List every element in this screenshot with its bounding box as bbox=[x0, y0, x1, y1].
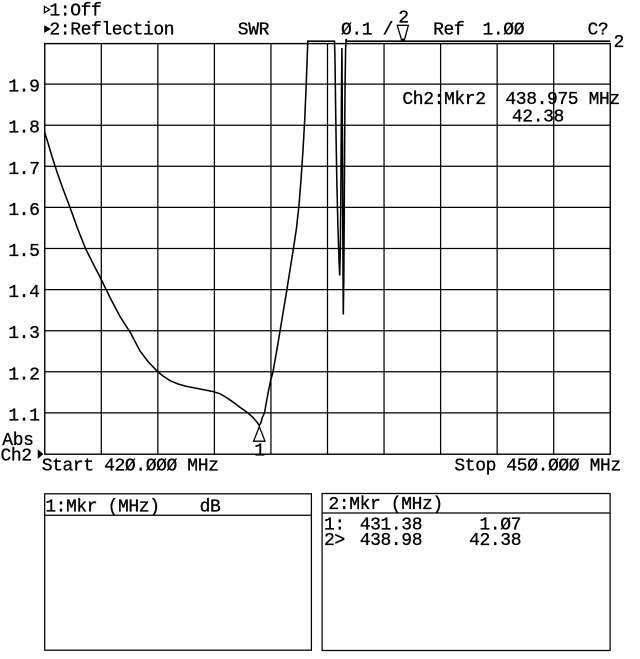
svg-text:1:: 1: bbox=[324, 515, 345, 535]
svg-text:Ch2:Mkr2: Ch2:Mkr2 bbox=[402, 90, 485, 110]
svg-text:1:Off: 1:Off bbox=[49, 2, 101, 22]
svg-text:438.98: 438.98 bbox=[360, 531, 422, 551]
svg-text:Start 42Ø.ØØØ MHz: Start 42Ø.ØØØ MHz bbox=[42, 457, 219, 477]
svg-text:SWR: SWR bbox=[238, 21, 270, 41]
svg-text:1.4: 1.4 bbox=[8, 283, 39, 303]
svg-text:1.9: 1.9 bbox=[8, 78, 39, 98]
svg-text:Stop 45Ø.ØØØ MHz: Stop 45Ø.ØØØ MHz bbox=[454, 457, 620, 477]
svg-text:C?: C? bbox=[588, 21, 609, 41]
svg-text:Ch2: Ch2 bbox=[1, 446, 32, 466]
svg-text:1.1: 1.1 bbox=[8, 406, 39, 426]
svg-text:1.5: 1.5 bbox=[8, 242, 39, 262]
svg-text:1.Ø7: 1.Ø7 bbox=[479, 515, 521, 535]
svg-text:Abs: Abs bbox=[2, 431, 33, 451]
svg-text:1:Mkr (MHz): 1:Mkr (MHz) bbox=[45, 498, 159, 518]
svg-text:431.38: 431.38 bbox=[360, 515, 422, 535]
svg-text:dB: dB bbox=[200, 498, 221, 518]
svg-text:Ø.1 /: Ø.1 / bbox=[341, 21, 393, 41]
svg-text:1.6: 1.6 bbox=[8, 201, 39, 221]
svg-text:42.38: 42.38 bbox=[512, 108, 564, 128]
svg-text:1.8: 1.8 bbox=[8, 119, 39, 139]
svg-text:1.3: 1.3 bbox=[8, 324, 39, 344]
svg-text:2: 2 bbox=[398, 9, 408, 29]
svg-text:2: 2 bbox=[614, 33, 624, 53]
svg-text:2:Mkr (MHz): 2:Mkr (MHz) bbox=[328, 495, 442, 515]
svg-text:Ref: Ref bbox=[433, 21, 464, 41]
svg-text:438.975 MHz: 438.975 MHz bbox=[505, 90, 619, 110]
svg-text:2>: 2> bbox=[324, 531, 345, 551]
svg-text:42.38: 42.38 bbox=[469, 531, 521, 551]
svg-text:1: 1 bbox=[254, 442, 264, 462]
svg-text:1.ØØ: 1.ØØ bbox=[483, 21, 525, 41]
svg-text:1.2: 1.2 bbox=[8, 365, 39, 385]
svg-text:2:Reflection: 2:Reflection bbox=[49, 21, 174, 41]
svg-text:1.7: 1.7 bbox=[8, 160, 39, 180]
